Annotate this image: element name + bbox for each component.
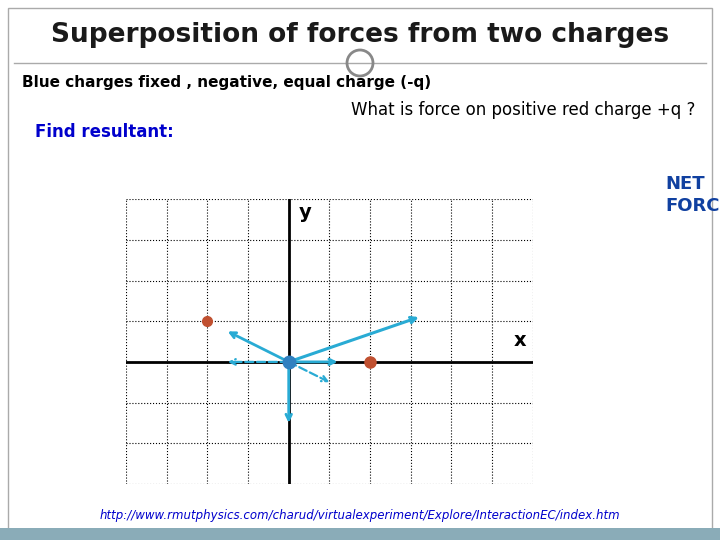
Text: Superposition of forces from two charges: Superposition of forces from two charges: [51, 22, 669, 48]
Text: What is force on positive red charge +q ?: What is force on positive red charge +q …: [351, 101, 695, 119]
Text: x: x: [514, 330, 527, 350]
Text: Find resultant:: Find resultant:: [35, 123, 174, 141]
Text: http://www.rmutphysics.com/charud/virtualexperiment/Explore/InteractionEC/index.: http://www.rmutphysics.com/charud/virtua…: [99, 510, 621, 523]
Text: y: y: [299, 203, 312, 222]
Bar: [0, 528, 720, 540]
Text: NET
FORCE: NET FORCE: [665, 175, 720, 215]
Text: Blue charges fixed , negative, equal charge (-q): Blue charges fixed , negative, equal cha…: [22, 75, 431, 90]
